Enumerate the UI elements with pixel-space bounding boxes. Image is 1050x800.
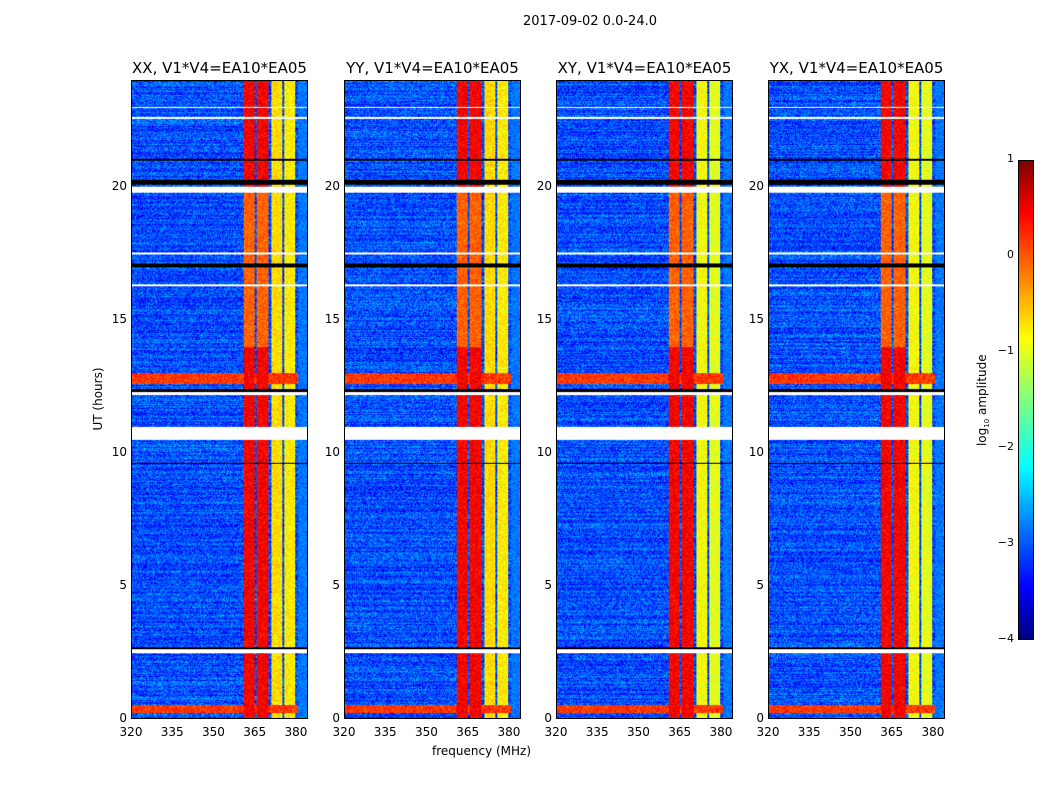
x-tick-label: 320 bbox=[544, 725, 568, 739]
x-tick-label: 335 bbox=[797, 725, 821, 739]
y-tick-label: 20 bbox=[536, 178, 552, 193]
heatmap-cells bbox=[132, 81, 307, 718]
y-tick-label: 20 bbox=[748, 178, 764, 193]
y-tick-label: 15 bbox=[324, 311, 340, 326]
x-tick-label: 380 bbox=[284, 725, 308, 739]
panel-title: YX, V1*V4=EA10*EA05 bbox=[769, 59, 944, 77]
y-tick-label: 5 bbox=[119, 577, 127, 592]
x-tick-label: 365 bbox=[668, 725, 692, 739]
y-tick-label: 20 bbox=[111, 178, 127, 193]
suptitle: 2017-09-02 0.0-24.0 bbox=[523, 14, 657, 29]
x-tick-label: 365 bbox=[456, 725, 480, 739]
x-tick-label: 350 bbox=[839, 725, 862, 739]
y-tick-label: 15 bbox=[111, 311, 127, 326]
y-tick-label: 15 bbox=[748, 311, 764, 326]
x-tick-label: 320 bbox=[332, 725, 356, 739]
x-tick-label: 320 bbox=[756, 725, 780, 739]
panel-title: XY, V1*V4=EA10*EA05 bbox=[557, 59, 732, 77]
colorbar-tick-label: 0 bbox=[1007, 248, 1014, 261]
x-tick-label: 350 bbox=[415, 725, 438, 739]
colorbar bbox=[1018, 160, 1034, 640]
x-tick-label: 335 bbox=[373, 725, 397, 739]
colorbar-label: log10 amplitude bbox=[974, 354, 992, 447]
x-tick-label: 365 bbox=[880, 725, 904, 739]
heatmap-cells bbox=[769, 81, 944, 718]
x-tick-label: 350 bbox=[627, 725, 650, 739]
y-axis-label: UT (hours) bbox=[91, 367, 105, 431]
y-tick-label: 20 bbox=[324, 178, 340, 193]
y-tick-label: 10 bbox=[536, 444, 552, 459]
y-tick-label: 5 bbox=[544, 577, 552, 592]
x-tick-label: 350 bbox=[202, 725, 225, 739]
x-tick-label: 320 bbox=[119, 725, 143, 739]
y-tick-label: 5 bbox=[332, 577, 340, 592]
y-tick-label: 10 bbox=[324, 444, 340, 459]
y-tick-label: 0 bbox=[544, 711, 552, 725]
spectrogram-panel-xx bbox=[131, 80, 308, 719]
y-tick-label: 15 bbox=[536, 311, 552, 326]
y-tick-label: 0 bbox=[119, 711, 127, 725]
y-tick-label: 10 bbox=[748, 444, 764, 459]
y-tick-label: 10 bbox=[111, 444, 127, 459]
heatmap-cells bbox=[557, 81, 732, 718]
x-tick-label: 380 bbox=[709, 725, 733, 739]
panel-title: XX, V1*V4=EA10*EA05 bbox=[132, 59, 307, 77]
colorbar-tick-label: −2 bbox=[997, 440, 1014, 453]
heatmap-cells bbox=[345, 81, 520, 718]
x-tick-label: 380 bbox=[497, 725, 521, 739]
colorbar-tick-label: −3 bbox=[997, 536, 1014, 549]
x-tick-label: 365 bbox=[243, 725, 267, 739]
x-axis-label: frequency (MHz) bbox=[432, 744, 532, 758]
spectrogram-panel-yx bbox=[768, 80, 945, 719]
y-tick-label: 0 bbox=[332, 711, 340, 725]
panel-title: YY, V1*V4=EA10*EA05 bbox=[346, 59, 519, 77]
spectrogram-panel-xy bbox=[556, 80, 733, 719]
x-tick-label: 380 bbox=[921, 725, 945, 739]
x-tick-label: 335 bbox=[585, 725, 609, 739]
y-tick-label: 0 bbox=[756, 711, 764, 725]
spectrogram-panel-yy bbox=[344, 80, 521, 719]
colorbar-tick-label: −4 bbox=[997, 632, 1014, 645]
colorbar-tick-label: 1 bbox=[1007, 152, 1014, 165]
y-tick-label: 5 bbox=[756, 577, 764, 592]
x-tick-label: 335 bbox=[160, 725, 184, 739]
colorbar-tick-label: −1 bbox=[997, 344, 1014, 357]
